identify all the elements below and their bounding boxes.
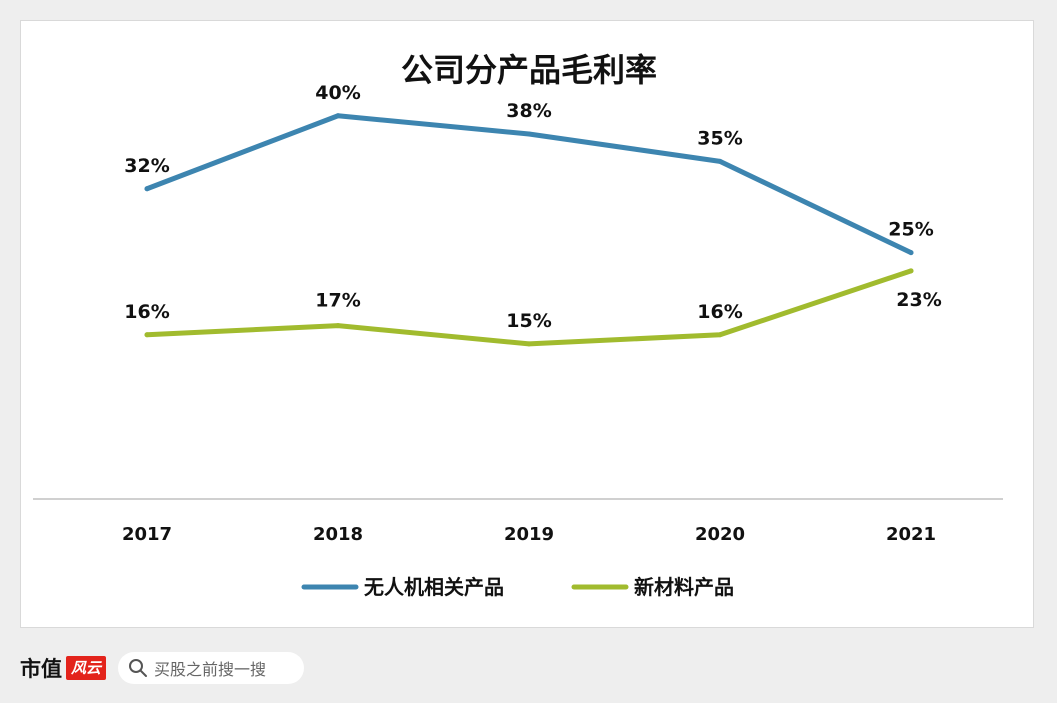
x-tick-label-2021: 2021 [886,524,936,545]
brand-logo: 风云 [66,656,107,680]
data-point-0-2 [526,131,532,137]
series-line-1 [144,268,914,347]
search-box[interactable]: 买股之前搜一搜 [118,652,305,684]
legend-label-1: 新材料产品 [634,575,734,599]
data-point-0-4 [908,250,914,256]
x-tick-label-2019: 2019 [504,524,554,545]
data-label-1-1: 17% [315,290,360,312]
data-label-0-4: 25% [888,219,933,241]
line-chart: 公司分产品毛利率 32%40%38%35%25%16%17%15% 16%23% … [33,51,1003,599]
data-point-1-2 [526,341,532,347]
data-point-1-0 [144,332,150,338]
legend-label-0: 无人机相关产品 [364,575,504,599]
data-label-1-4: 23% [896,289,941,311]
brand-name: 市值 [20,656,62,681]
data-point-1-1 [335,323,341,329]
data-point-1-3 [717,332,723,338]
search-placeholder: 买股之前搜一搜 [154,660,267,679]
data-point-0-1 [335,113,341,119]
data-label-1-3: 16% [697,301,742,323]
data-label-0-0: 32% [124,155,169,177]
data-point-0-3 [717,158,723,164]
chart-frame: 公司分产品毛利率 32% 40% 38% 35% 25% 16% 17% 15% 16% 23% … [20,20,1034,628]
x-tick-label-2017: 2017 [122,524,172,545]
x-tick-label-2020: 2020 [695,524,745,545]
search-icon [129,659,148,677]
data-point-0-0 [144,186,150,192]
data-label-1-0: 16% [124,301,169,323]
data-point-1-4 [908,268,914,274]
x-tick-label-2018: 2018 [313,524,363,545]
data-label-0-2: 38% [506,100,551,122]
footer: 市值 风云 买股之前搜一搜 [20,648,305,688]
chart-title: 公司分产品毛利率 [401,51,657,89]
data-label-0-3: 35% [697,127,742,149]
data-label-0-1: 40% [315,82,360,104]
data-label-1-2: 15% [506,310,551,332]
